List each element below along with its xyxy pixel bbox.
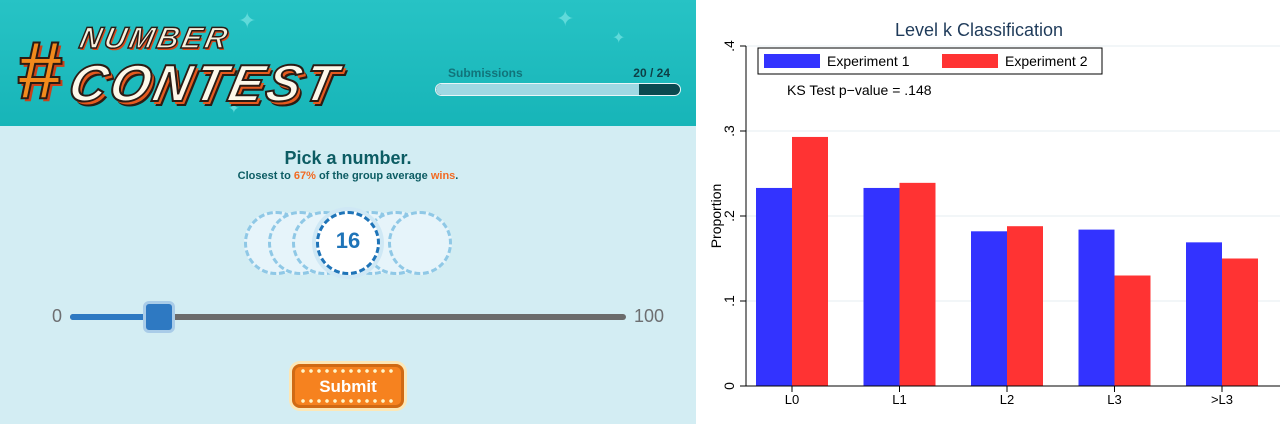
bar-experiment-2-l2: [1007, 226, 1043, 386]
legend-label: Experiment 1: [827, 53, 910, 69]
prompt-title: Pick a number.: [284, 148, 412, 168]
prompt-middle: of the group average: [315, 170, 431, 182]
number-contest-panel: ✦ ✦ ✦ ✦ # NUMBER CONTEST Submissions 20 …: [0, 0, 696, 424]
number-slider-thumb[interactable]: [142, 301, 175, 333]
y-tick-label: .2: [721, 210, 737, 222]
marquee-lights: [299, 369, 397, 373]
wins-word: wins: [430, 170, 456, 182]
legend-entries: Experiment 1 Experiment 2: [764, 53, 1088, 69]
chart-svg: 0 .1 .2 .3 .4 L0 L1 L2 L3 >L3 Level k Classificat…: [708, 20, 1280, 407]
submissions-label: Submissions: [448, 66, 523, 80]
number-contest-logo: # NUMBER CONTEST: [12, 18, 347, 117]
y-tick-label: .4: [721, 40, 737, 52]
bar-experiment-1-l3: [1078, 229, 1115, 386]
prompt-prefix: Closest to: [237, 170, 294, 182]
x-tick-label: >L3: [1211, 392, 1233, 407]
chart-legend: [757, 47, 1103, 75]
slider-min-label: 0: [52, 306, 63, 326]
x-tick-label: L3: [1107, 392, 1121, 407]
slider-max-label: 100: [634, 306, 665, 326]
selected-number-value: 16: [335, 228, 361, 253]
x-tick-label: L2: [1000, 392, 1014, 407]
submissions-progress-fill: [436, 84, 640, 95]
chart-ticks: 0 .1 .2 .3 .4 L0 L1 L2 L3 >L3: [721, 40, 1233, 407]
bar-experiment-1-gtl3: [1186, 242, 1222, 386]
number-slider-track[interactable]: [70, 314, 626, 320]
ks-test-annotation: KS Test p−value = .148: [787, 82, 932, 98]
legend-label: Experiment 2: [1005, 53, 1088, 69]
submit-button[interactable]: Submit: [292, 364, 404, 408]
x-tick-label: L1: [892, 392, 906, 407]
submit-label: Submit: [319, 377, 377, 396]
bar-experiment-1-l0: [756, 187, 792, 386]
prompt-instructions: Closest to 67% of the group average wins…: [0, 170, 696, 182]
y-tick-label: 0: [721, 382, 737, 390]
bar-experiment-1-l2: [971, 231, 1007, 386]
number-slider-fill: [70, 314, 159, 320]
bar-experiment-2-l1: [899, 182, 936, 386]
target-percent: 67%: [293, 170, 316, 182]
selected-number-coin: [316, 211, 380, 275]
bar-experiment-1-l1: [863, 187, 900, 386]
logo-hash-glyph: #: [15, 24, 63, 117]
bar-experiment-2-gtl3: [1222, 258, 1258, 386]
bar-experiment-2-l0: [792, 136, 828, 386]
chart-bars: [756, 136, 1258, 386]
logo-line-contest: CONTEST: [63, 54, 347, 114]
y-tick-label: .3: [721, 125, 737, 137]
y-axis-label: Proportion: [708, 184, 724, 249]
legend-swatch: [764, 54, 820, 68]
y-tick-label: .1: [721, 295, 737, 307]
logo-line-number: NUMBER: [76, 21, 234, 56]
bar-experiment-2-l3: [1114, 275, 1151, 386]
x-tick-label: L0: [785, 392, 799, 407]
level-k-chart: 0 .1 .2 .3 .4 L0 L1 L2 L3 >L3 Level k Classificat…: [696, 0, 1280, 424]
sparkle-icon: ✦: [612, 30, 626, 47]
number-coin-ghost: [388, 211, 452, 275]
sparkle-icon: ✦: [556, 6, 575, 31]
marquee-lights: [299, 399, 397, 403]
prompt-suffix: .: [455, 170, 459, 182]
sparkle-icon: ✦: [228, 100, 240, 116]
legend-swatch: [942, 54, 998, 68]
submissions-progress-bar: [435, 83, 681, 96]
game-header: ✦ ✦ ✦ ✦ # NUMBER CONTEST Submissions 20 …: [0, 0, 696, 126]
submissions-count: 20 / 24: [633, 66, 670, 80]
sparkle-icon: ✦: [238, 8, 257, 33]
chart-title: Level k Classification: [895, 20, 1063, 40]
